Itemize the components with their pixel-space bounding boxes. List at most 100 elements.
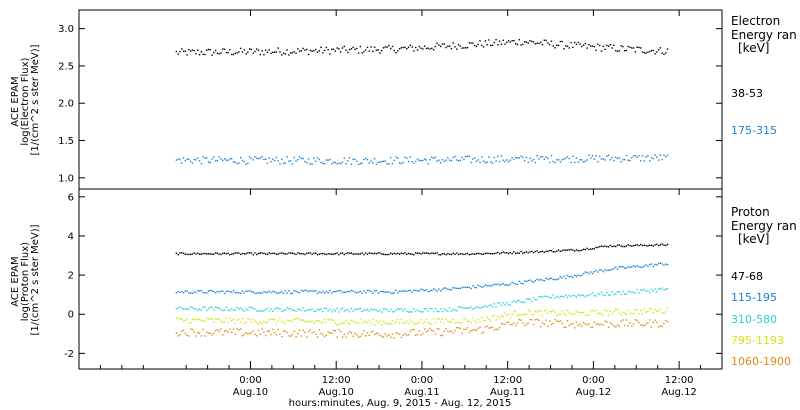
proton-points-47-68	[413, 253, 415, 256]
proton-points-795-1193	[352, 320, 354, 322]
electron-points-38-53	[184, 50, 186, 52]
electron-points-175-315	[568, 157, 571, 160]
proton-points-795-1193	[573, 312, 576, 315]
proton-points-795-1193	[348, 323, 351, 325]
proton-points-47-68	[223, 252, 226, 254]
proton-points-115-195	[400, 290, 403, 293]
proton-points-47-68	[284, 253, 287, 255]
proton-points-47-68	[523, 251, 526, 254]
proton-points-47-68	[515, 252, 517, 255]
electron-points-38-53	[659, 47, 662, 49]
electron-points-175-315	[368, 162, 370, 164]
electron-points-38-53	[531, 40, 533, 43]
proton-points-1060-1900	[323, 335, 326, 338]
electron-points-38-53	[663, 53, 665, 56]
proton-points-310-580	[397, 308, 399, 310]
proton-points-1060-1900	[397, 332, 399, 334]
electron-points-38-53	[584, 42, 587, 45]
electron-points-38-53	[623, 50, 626, 52]
proton-points-115-195	[420, 288, 422, 290]
electron-points-38-53	[507, 39, 510, 42]
electron-points-38-53	[247, 51, 249, 53]
proton-points-115-195	[456, 287, 458, 290]
proton-points-310-580	[334, 310, 337, 312]
proton-points-115-195	[331, 292, 333, 294]
electron-points-38-53	[450, 47, 453, 50]
electron-points-175-315	[490, 161, 492, 163]
proton-points-795-1193	[236, 319, 238, 321]
proton-points-795-1193	[229, 317, 231, 319]
electron-points-175-315	[623, 158, 626, 161]
electron-points-175-315	[618, 157, 621, 159]
proton-points-47-68	[595, 246, 597, 249]
electron-points-38-53	[270, 52, 272, 55]
electron-points-38-53	[189, 50, 192, 52]
proton-points-47-68	[393, 252, 395, 255]
proton-points-47-68	[339, 252, 342, 255]
electron-points-175-315	[516, 157, 519, 159]
proton-points-310-580	[588, 294, 590, 297]
proton-points-1060-1900	[531, 319, 533, 321]
electron-points-38-53	[602, 45, 604, 48]
electron-points-175-315	[484, 162, 487, 164]
proton-points-795-1193	[275, 322, 278, 325]
proton-points-310-580	[295, 310, 297, 313]
electron-points-175-315	[491, 162, 494, 164]
proton-points-795-1193	[623, 312, 626, 314]
proton-points-47-68	[468, 253, 470, 256]
proton-points-310-580	[323, 307, 326, 309]
electron-points-175-315	[225, 159, 228, 161]
electron-points-175-315	[634, 154, 637, 157]
proton-points-795-1193	[373, 324, 376, 326]
proton-points-310-580	[268, 310, 270, 312]
proton-points-1060-1900	[402, 334, 404, 336]
proton-points-795-1193	[445, 318, 447, 321]
proton-points-310-580	[448, 307, 451, 309]
electron-points-175-315	[313, 157, 315, 159]
proton-points-795-1193	[584, 314, 587, 317]
proton-points-1060-1900	[434, 333, 437, 335]
proton-points-310-580	[657, 288, 660, 290]
proton-points-310-580	[293, 309, 295, 312]
proton-points-310-580	[597, 293, 599, 295]
proton-points-1060-1900	[195, 335, 197, 337]
electron-points-38-53	[200, 51, 203, 53]
proton-points-1060-1900	[411, 329, 413, 331]
electron-points-38-53	[495, 38, 497, 41]
proton-points-115-195	[236, 291, 238, 294]
proton-points-47-68	[654, 244, 656, 246]
proton-points-47-68	[218, 253, 220, 255]
electron-points-38-53	[298, 50, 301, 52]
proton-points-310-580	[659, 288, 662, 290]
electron-points-38-53	[411, 46, 413, 48]
proton-points-795-1193	[384, 322, 387, 324]
electron-points-175-315	[429, 159, 431, 161]
proton-points-115-195	[209, 289, 212, 292]
electron-points-175-315	[459, 159, 462, 162]
electron-points-175-315	[357, 163, 360, 166]
proton-points-795-1193	[565, 314, 567, 316]
proton-points-115-195	[531, 280, 533, 283]
proton-points-310-580	[179, 306, 181, 308]
proton-points-795-1193	[366, 322, 369, 324]
proton-points-795-1193	[425, 318, 428, 320]
electron-points-175-315	[316, 157, 319, 159]
proton-points-1060-1900	[356, 334, 358, 336]
proton-points-795-1193	[402, 322, 404, 324]
electron-points-175-315	[432, 157, 435, 159]
proton-points-115-195	[593, 271, 596, 273]
proton-points-47-68	[540, 250, 542, 253]
electron-points-175-315	[389, 156, 392, 159]
proton-points-1060-1900	[452, 332, 454, 334]
electron-points-38-53	[641, 51, 644, 53]
proton-points-115-195	[607, 269, 610, 271]
proton-points-47-68	[297, 252, 299, 254]
proton-points-115-195	[195, 291, 197, 294]
electron-points-175-315	[325, 159, 328, 161]
proton-points-47-68	[650, 244, 653, 246]
electron-points-175-315	[415, 160, 417, 163]
proton-points-47-68	[516, 252, 519, 254]
proton-points-310-580	[223, 309, 226, 311]
proton-points-47-68	[584, 248, 587, 251]
proton-points-1060-1900	[347, 332, 349, 335]
